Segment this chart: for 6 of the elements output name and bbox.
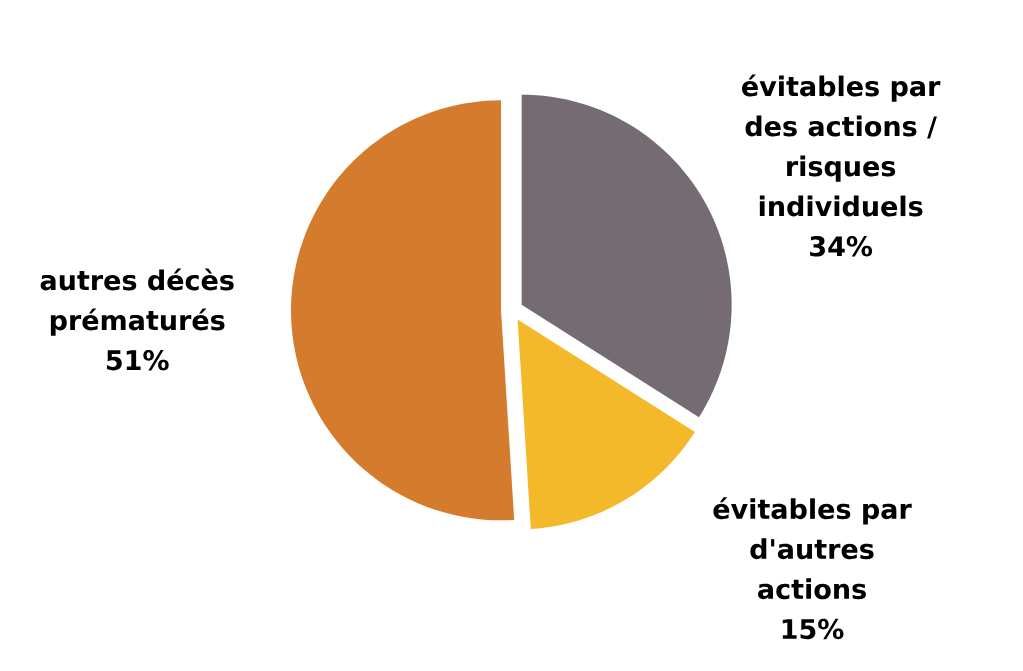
slice-label: évitables par des actions / risques individuels [742,74,941,217]
slice-label: évitables par d'autres actions [713,497,912,600]
data-label: 51% [106,349,169,371]
data-label: 15% [782,618,844,640]
data-label: 34% [810,236,873,257]
slice-label: autres décès prématurés [40,268,234,336]
